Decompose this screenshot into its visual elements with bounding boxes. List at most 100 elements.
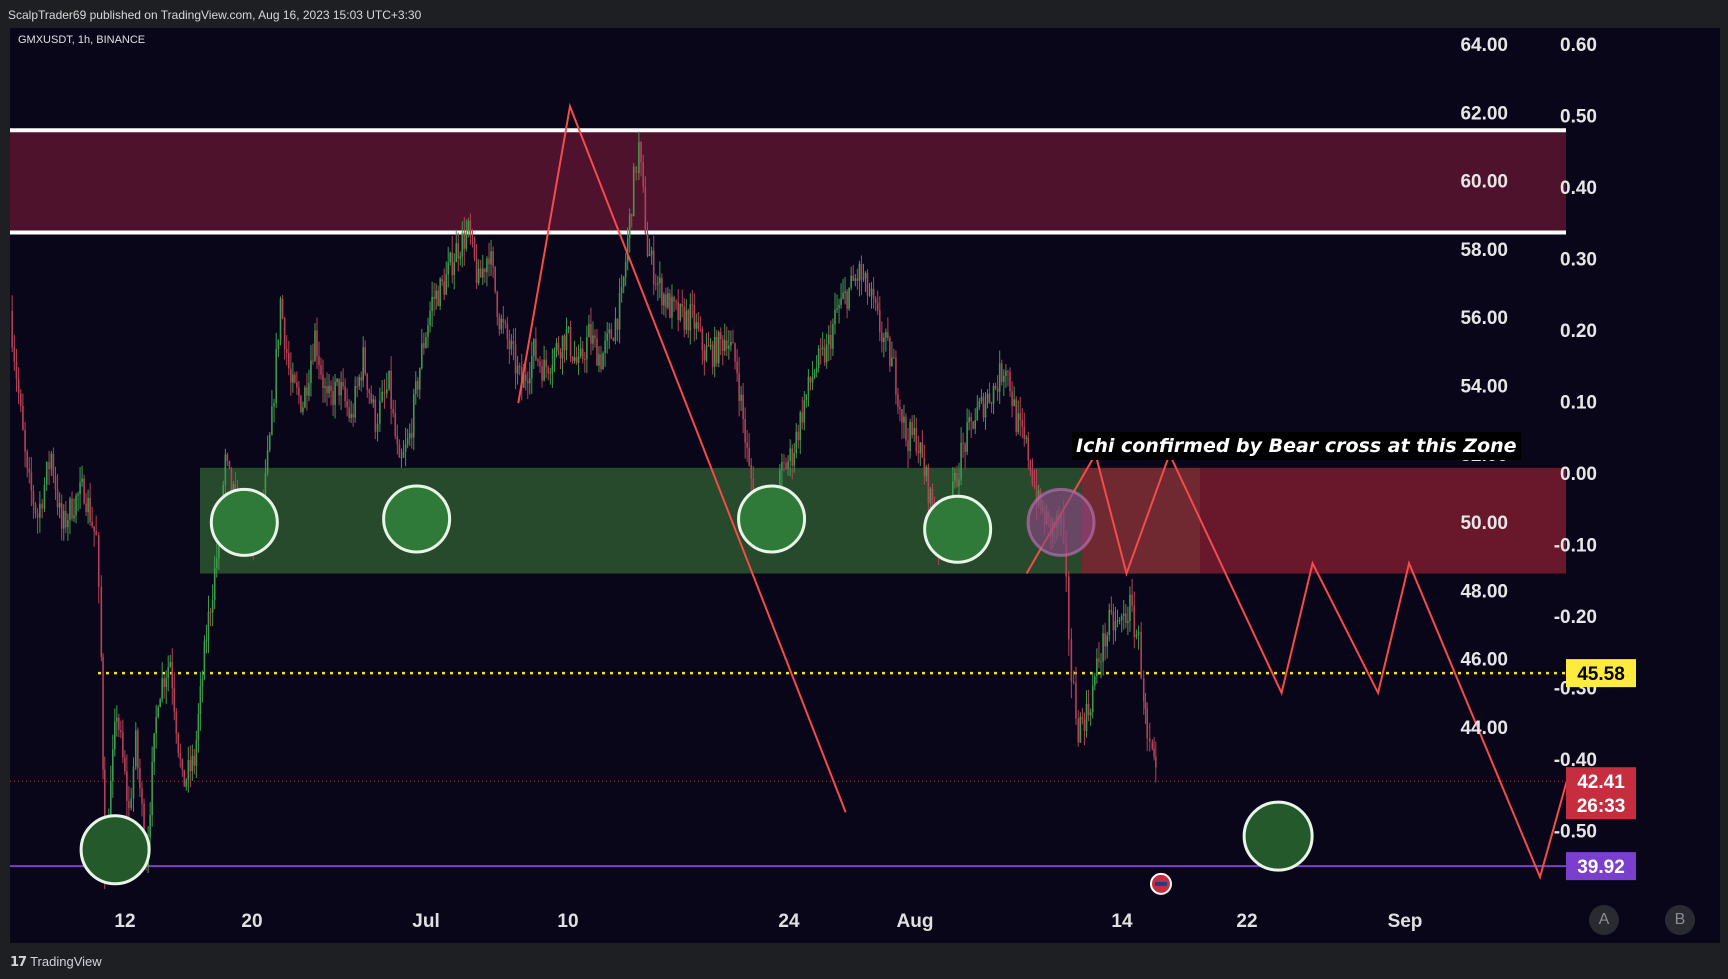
- candle-body: [348, 407, 350, 418]
- candle-body: [846, 291, 848, 309]
- candle-body: [976, 407, 979, 421]
- candle-body: [878, 310, 881, 333]
- candle-body: [1033, 484, 1036, 486]
- candle-body: [860, 263, 863, 280]
- candle-body: [575, 357, 578, 363]
- candle-body: [848, 287, 850, 309]
- candle-body: [984, 403, 987, 418]
- candle-body: [179, 753, 182, 760]
- candle-body: [484, 268, 486, 273]
- candle-body: [635, 166, 638, 174]
- candle-body: [95, 531, 97, 536]
- y-tick-ratio: 0.20: [1560, 321, 1597, 342]
- candle-body: [577, 356, 580, 363]
- y-tick-price: 64.00: [1460, 35, 1508, 56]
- candle-body: [477, 268, 480, 284]
- candle-body: [872, 288, 875, 299]
- candle-body: [177, 733, 180, 754]
- candle-body: [1146, 708, 1148, 739]
- candle-body: [725, 340, 728, 349]
- candle-body: [850, 275, 852, 288]
- y-tick-ratio: -0.10: [1554, 536, 1597, 557]
- candle-body: [89, 497, 91, 522]
- candle-body: [165, 678, 168, 688]
- dotted-level-label: 45.58: [1577, 664, 1625, 685]
- annotation-text[interactable]: Ichi confirmed by Bear cross at this Zon…: [1072, 432, 1521, 460]
- candle-body: [555, 342, 558, 351]
- candle-body: [141, 788, 143, 804]
- candle-body: [50, 453, 53, 470]
- candle-body: [230, 467, 233, 492]
- candle-body: [1065, 541, 1067, 577]
- candle-body: [717, 332, 720, 364]
- countdown-label-bg: [1566, 791, 1636, 820]
- candle-body: [118, 717, 120, 731]
- candle-body: [352, 413, 354, 418]
- candle-body: [1019, 413, 1022, 420]
- candle-body: [571, 356, 574, 362]
- candle-body: [752, 478, 755, 500]
- candle-body: [530, 356, 533, 379]
- candle-body: [832, 323, 834, 349]
- candle-body: [457, 243, 460, 259]
- y-tick-ratio: -0.20: [1554, 607, 1597, 628]
- candle-body: [960, 442, 962, 480]
- candle-body: [978, 401, 981, 408]
- candle-body: [320, 365, 322, 375]
- candle-body: [901, 409, 903, 423]
- candle-body: [640, 141, 642, 163]
- candle-body: [915, 427, 918, 452]
- candle-body: [547, 367, 550, 374]
- candle-body: [931, 488, 934, 511]
- auto-scale-button[interactable]: A: [1589, 905, 1619, 935]
- projected-resistance-zone: [1082, 467, 1566, 574]
- candle-body: [1000, 363, 1003, 382]
- candle-body: [573, 357, 576, 362]
- candle-body: [1007, 371, 1009, 373]
- candle-body: [1091, 685, 1094, 713]
- candle-body: [693, 305, 696, 329]
- candle-body: [852, 275, 855, 281]
- touch-circle: [923, 494, 993, 564]
- candle-body: [921, 442, 924, 458]
- candle-body: [1114, 621, 1117, 631]
- candle-body: [1015, 399, 1018, 433]
- swing-path-line: [517, 102, 847, 813]
- candle-body: [864, 272, 867, 279]
- x-tick-label: 10: [557, 911, 578, 932]
- candle-body: [1137, 631, 1140, 635]
- candle-body: [992, 385, 995, 404]
- candle-body: [1148, 738, 1151, 742]
- candle-body: [455, 243, 458, 263]
- candle-body: [1070, 639, 1073, 682]
- candle-body: [545, 359, 547, 368]
- log-scale-button[interactable]: B: [1665, 905, 1695, 935]
- candle-body: [451, 252, 454, 276]
- candle-body: [334, 381, 336, 405]
- symbol-legend[interactable]: GMXUSDT, 1h, BINANCE: [18, 34, 146, 46]
- x-tick-label: Aug: [897, 911, 934, 932]
- candle-body: [891, 357, 893, 367]
- candle-body: [821, 347, 824, 349]
- candle-body: [1067, 576, 1070, 640]
- candle-body: [429, 310, 431, 326]
- candle-body: [1009, 371, 1011, 392]
- candle-body: [130, 798, 132, 809]
- candle-body: [893, 357, 895, 359]
- candle-body: [324, 386, 326, 388]
- candle-body: [228, 460, 231, 468]
- candle-body: [815, 368, 818, 373]
- candle-body: [350, 413, 352, 418]
- candle-body: [500, 318, 503, 330]
- candle-body: [707, 345, 710, 347]
- candle-body: [54, 475, 57, 490]
- candle-body: [1003, 375, 1005, 382]
- candle-body: [889, 337, 891, 367]
- candle-body: [919, 442, 922, 454]
- candle-body: [856, 278, 859, 281]
- y-tick-ratio: 0.40: [1560, 178, 1597, 199]
- candle-body: [1153, 749, 1155, 757]
- candle-body: [195, 740, 198, 766]
- tradingview-logo[interactable]: 𝟭𝟳 TradingView: [10, 954, 102, 970]
